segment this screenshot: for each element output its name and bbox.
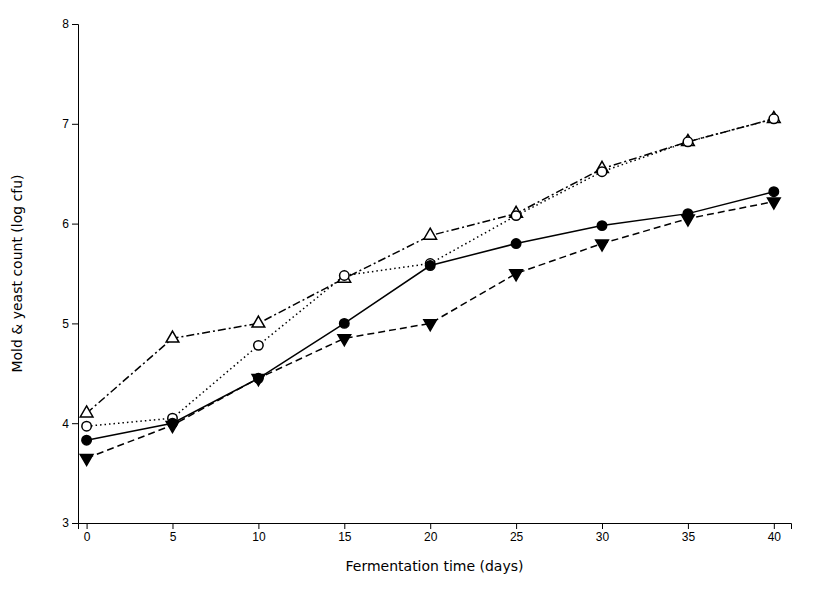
point [82,435,91,444]
x-axis-tick-mark [430,523,431,529]
point [340,319,349,328]
x-axis-tick-mark [87,523,88,529]
y-axis-tick: 4 [62,417,78,431]
x-axis-tick-label: 0 [84,530,91,544]
x-axis-tick-label: 5 [170,530,177,544]
x-axis-tick: 0 [84,523,91,544]
point [252,375,265,386]
y-axis-tick-mark [72,224,78,225]
series-line [87,119,774,413]
point [511,239,520,248]
point [340,271,349,280]
y-axis-tick-label: 8 [62,17,69,31]
point [767,198,780,209]
y-axis-title: Mold & yeast count (log cfu) [9,174,25,372]
x-axis-tick-mark [258,523,259,529]
y-axis-tick: 7 [62,117,78,131]
y-axis-line [72,25,79,524]
x-axis-tick: 20 [424,523,438,544]
x-axis-tick-label: 30 [596,530,610,544]
series [82,114,779,431]
x-axis-tick-label: 20 [424,530,438,544]
y-axis-tick: 6 [62,217,78,231]
point [166,331,179,342]
point [769,114,778,123]
series-line [87,192,774,441]
point [424,320,437,331]
y-axis: 3 4 5 6 7 8 [62,17,78,530]
point [82,421,91,430]
point [80,406,93,417]
point [510,270,523,281]
x-axis-tick: 35 [682,523,696,544]
point [682,215,695,226]
x-axis-tick-mark [172,523,173,529]
x-axis-tick: 25 [510,523,524,544]
x-axis-tick-mark [688,523,689,529]
chart: 0 5 10 15 20 25 30 35 40 3 4 5 6 7 8 Fermentation time … [0,0,825,589]
y-axis-tick-label: 5 [62,317,69,331]
point [683,137,692,146]
y-axis-tick-mark [72,124,78,125]
x-axis-tick: 15 [338,523,352,544]
point [769,187,778,196]
point [596,240,609,251]
point [425,261,434,270]
point [424,228,437,239]
x-axis-tick-label: 10 [252,530,266,544]
y-axis-tick-mark [72,24,78,25]
data [80,111,780,465]
y-axis-tick-label: 7 [62,117,69,131]
x-axis-tick-label: 35 [682,530,696,544]
y-axis-tick-label: 3 [62,516,69,530]
y-axis-tick-label: 6 [62,217,69,231]
x-axis-tick: 30 [596,523,610,544]
point [166,422,179,433]
x-axis-tick-label: 25 [510,530,524,544]
x-axis-tick-label: 40 [768,530,782,544]
x-axis-tick-mark [774,523,775,529]
x-axis-tick: 40 [768,523,782,544]
y-axis-tick-mark [72,323,78,324]
point [597,167,606,176]
x-axis-tick-mark [516,523,517,529]
x-axis-tick: 10 [252,523,266,544]
point [511,211,520,220]
x-axis-tick: 5 [170,523,177,544]
x-axis-tick-label: 15 [338,530,352,544]
point [252,316,265,327]
y-axis-tick-mark [72,423,78,424]
x-axis-tick-mark [344,523,345,529]
x-axis-tick-mark [602,523,603,529]
point [338,271,351,282]
y-axis-tick: 5 [62,317,78,331]
series-line [87,202,774,458]
point [597,221,606,230]
series [80,198,780,465]
y-axis-tick-label: 4 [62,417,69,431]
point [254,341,263,350]
y-axis-tick: 8 [62,17,78,31]
series [82,187,779,445]
y-axis-tick-mark [72,523,78,524]
x-axis-title: Fermentation time (days) [346,558,524,574]
series [80,111,780,416]
x-axis-line [79,524,792,530]
x-axis: 0 5 10 15 20 25 30 35 40 [79,523,792,544]
point [80,454,93,465]
y-axis-tick: 3 [62,516,78,530]
point [338,335,351,346]
plot: 0 5 10 15 20 25 30 35 40 3 4 5 6 7 8 [62,17,791,543]
series-line [87,119,774,426]
